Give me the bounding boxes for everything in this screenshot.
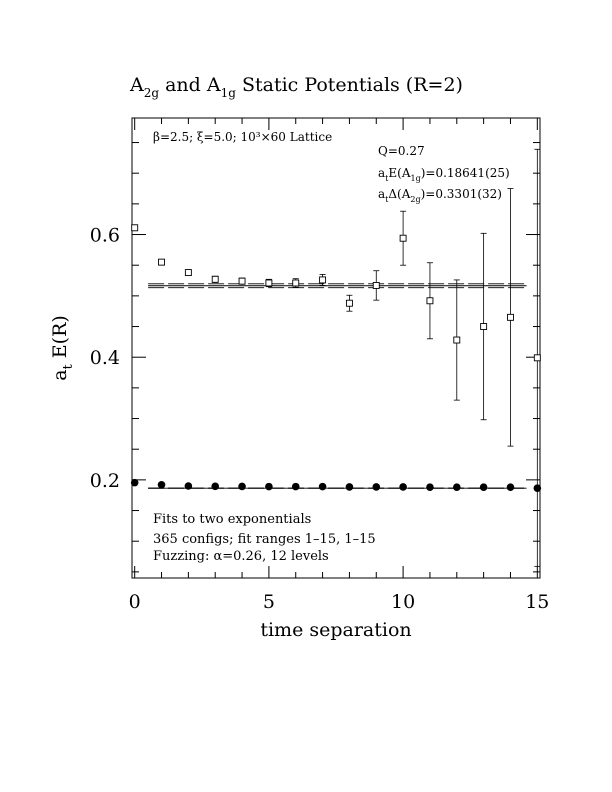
data-point-circle [479, 483, 488, 492]
data-point-square [533, 354, 541, 362]
data-point-circle [452, 483, 461, 492]
data-point-circle [345, 483, 354, 491]
data-point-square [372, 281, 380, 289]
x-tick-label: 0 [129, 591, 141, 613]
data-point-circle [399, 483, 407, 491]
configs-annotation: 365 configs; fit ranges 1–15, 1–15 [153, 532, 376, 547]
chart-title: A2g and A1g Static Potentials (R=2) [129, 74, 463, 100]
data-point-circle [157, 480, 166, 489]
data-point-square [319, 276, 327, 284]
data-point-circle [130, 478, 139, 487]
data-point-square [480, 323, 488, 330]
y-axis-label: at E(R) [49, 315, 76, 381]
y-tick-label: 0.2 [90, 470, 120, 492]
data-point-circle [372, 483, 381, 491]
data-point-square [507, 313, 514, 321]
axis-ticks [132, 118, 540, 578]
plot-frame [131, 117, 541, 579]
fits-annotation: Fits to two exponentials [153, 512, 311, 527]
fit-lines [148, 283, 527, 489]
data-point-square [184, 269, 192, 277]
data-point-square [345, 299, 353, 307]
gap-a2g-annotation: atΔ(A2g)=0.3301(32) [378, 187, 502, 204]
data-point-circle [426, 483, 434, 492]
fuzzing-annotation: Fuzzing: α=0.26, 12 levels [153, 549, 329, 564]
data-point-circle [211, 482, 220, 491]
data-point-square [292, 279, 300, 287]
energy-a1g-annotation: atE(A1g)=0.18641(25) [378, 166, 510, 183]
x-tick-labels: 0 5 10 15 [129, 591, 550, 613]
data-point-square [453, 336, 461, 344]
data-point-circle [291, 482, 300, 491]
data-point-square [131, 224, 139, 232]
data-point-circle [533, 484, 542, 492]
y-tick-label: 0.6 [90, 225, 120, 247]
data-point-circle [184, 482, 193, 490]
y-tick-label: 0.4 [90, 347, 120, 369]
y-tick-labels: 0.2 0.4 0.6 [90, 225, 120, 492]
data-point-square [211, 275, 219, 283]
data-point-square [238, 277, 246, 285]
x-tick-label: 10 [391, 591, 415, 613]
x-axis-label: time separation [260, 619, 411, 641]
x-tick-label: 5 [263, 591, 275, 613]
data-point-square [265, 279, 273, 287]
data-point-square [158, 258, 165, 266]
lattice-annotation: β=2.5; ξ=5.0; 10³×60 Lattice [153, 130, 332, 144]
data-point-square [399, 234, 407, 242]
x-tick-label: 15 [525, 591, 549, 613]
q-annotation: Q=0.27 [378, 144, 425, 158]
data-marks [130, 148, 542, 567]
data-point-circle [506, 483, 515, 492]
data-point-circle [238, 482, 246, 491]
data-point-square [426, 297, 434, 305]
data-point-circle [265, 482, 273, 491]
data-point-circle [318, 482, 327, 491]
